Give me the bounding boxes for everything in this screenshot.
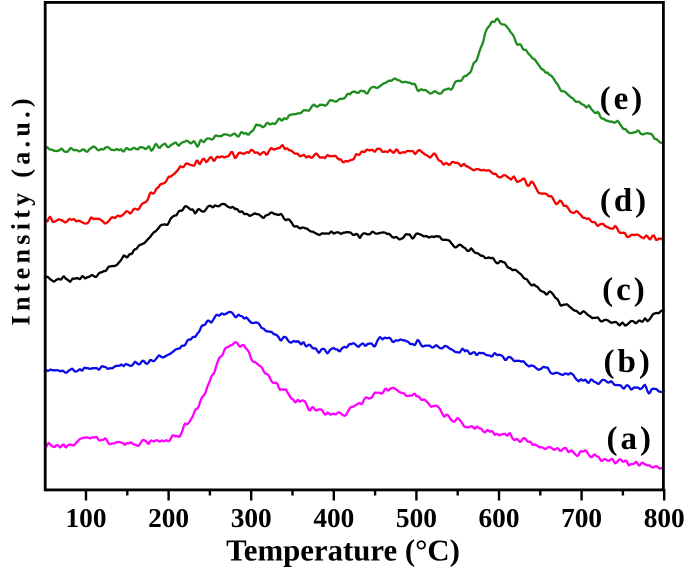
svg-text:(b): (b) — [604, 344, 653, 380]
svg-text:(d): (d) — [600, 183, 649, 219]
svg-text:(e): (e) — [600, 81, 646, 117]
svg-text:400: 400 — [313, 503, 354, 533]
svg-text:(c): (c) — [602, 272, 648, 308]
svg-text:Temperature (°C): Temperature (°C) — [226, 534, 460, 568]
svg-text:100: 100 — [66, 503, 107, 533]
svg-text:700: 700 — [561, 503, 602, 533]
svg-text:200: 200 — [148, 503, 189, 533]
svg-text:500: 500 — [396, 503, 437, 533]
svg-text:800: 800 — [644, 503, 685, 533]
svg-text:300: 300 — [231, 503, 272, 533]
svg-text:(a): (a) — [606, 421, 653, 457]
svg-text:Intensity (a.u.): Intensity (a.u.) — [7, 94, 36, 325]
svg-text:600: 600 — [479, 503, 520, 533]
